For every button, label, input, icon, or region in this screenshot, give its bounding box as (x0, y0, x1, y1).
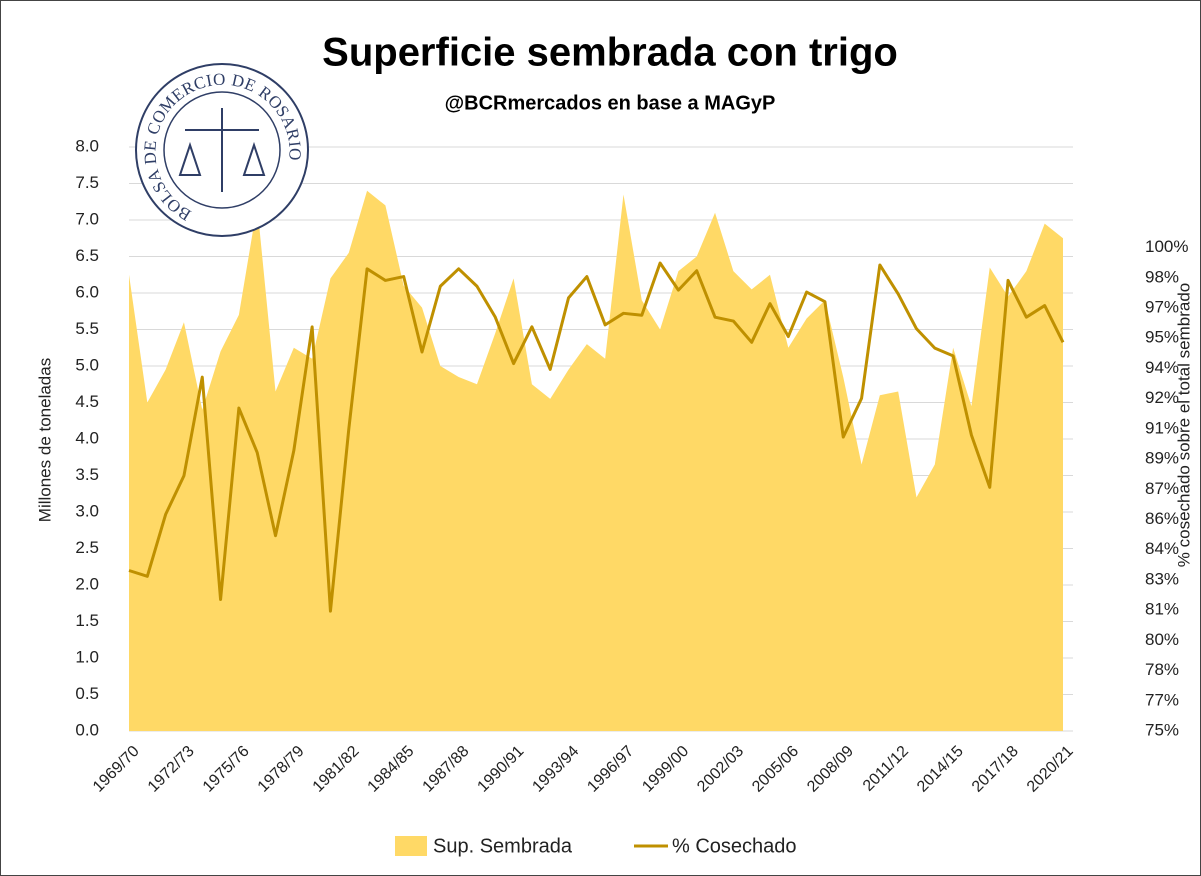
y2-tick-label: 83% (1145, 569, 1179, 588)
y-tick-label: 2.5 (75, 538, 99, 557)
y2-tick-label: 80% (1145, 630, 1179, 649)
y2-tick-label: 92% (1145, 388, 1179, 407)
y2-tick-label: 89% (1145, 449, 1179, 468)
y2-tick-label: 95% (1145, 328, 1179, 347)
y-tick-label: 1.0 (75, 647, 99, 666)
y2-tick-label: 91% (1145, 418, 1179, 437)
y-tick-label: 6.5 (75, 246, 99, 265)
y-tick-label: 4.0 (75, 428, 99, 447)
y-tick-label: 3.0 (75, 501, 99, 520)
y-tick-label: 0.5 (75, 684, 99, 703)
logo-emblem (178, 108, 266, 192)
logo: BOLSA DE COMERCIO DE ROSARIO (135, 63, 309, 237)
legend-label: % Cosechado (672, 835, 797, 857)
y2-tick-label: 81% (1145, 600, 1179, 619)
y-tick-label: 3.5 (75, 465, 99, 484)
legend-label: Sup. Sembrada (433, 835, 573, 857)
y-tick-label: 7.5 (75, 173, 99, 192)
y-tick-label: 2.0 (75, 574, 99, 593)
y-tick-label: 1.5 (75, 611, 99, 630)
y-tick-label: 5.5 (75, 319, 99, 338)
y-tick-label: 0.0 (75, 720, 99, 739)
marks (128, 190, 1065, 732)
chart-title: Superficie sembrada con trigo (322, 31, 898, 75)
y2-tick-label: 75% (1145, 720, 1179, 739)
y2-tick-label: 84% (1145, 539, 1179, 558)
y2-axis-label: % cosechado sobre el total sembrado (1174, 283, 1193, 567)
y2-tick-label: 77% (1145, 690, 1179, 709)
y2-tick-label: 100% (1145, 237, 1188, 256)
y2-tick-label: 94% (1145, 358, 1179, 377)
y2-tick-label: 98% (1145, 267, 1179, 286)
y2-tick-label: 97% (1145, 297, 1179, 316)
y2-tick-label: 87% (1145, 479, 1179, 498)
chart-subtitle: @BCRmercados en base a MAGyP (445, 92, 776, 114)
y-axis-label: Millones de toneladas (35, 358, 54, 522)
y-tick-label: 5.0 (75, 355, 99, 374)
logo-inner (163, 91, 281, 209)
y-tick-label: 6.0 (75, 282, 99, 301)
y-tick-label: 7.0 (75, 209, 99, 228)
y2-tick-label: 86% (1145, 509, 1179, 528)
legend-swatch-area (395, 836, 427, 856)
y-tick-label: 4.5 (75, 392, 99, 411)
y2-tick-label: 78% (1145, 660, 1179, 679)
y-tick-label: 8.0 (75, 136, 99, 155)
line (128, 261, 1065, 613)
